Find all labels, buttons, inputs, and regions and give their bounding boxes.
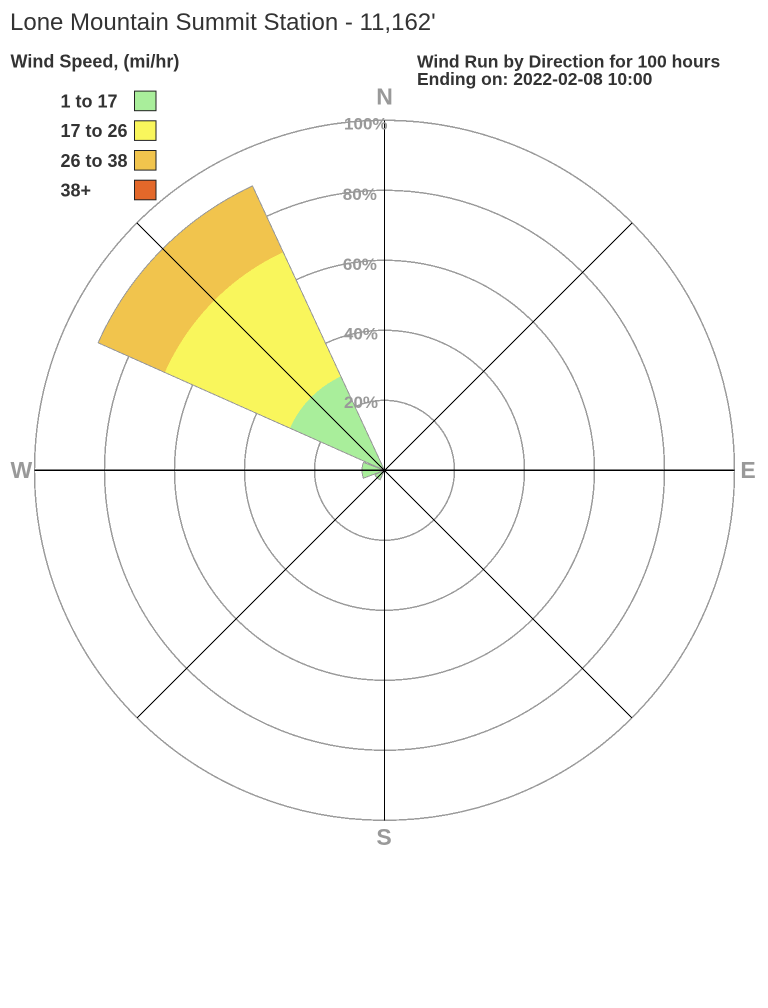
svg-text:Wind Speed, (mi/hr): Wind Speed, (mi/hr)	[11, 52, 180, 72]
svg-text:100%: 100%	[344, 115, 387, 134]
svg-text:Ending on: 2022-02-08 10:00: Ending on: 2022-02-08 10:00	[417, 69, 653, 89]
svg-text:17 to 26: 17 to 26	[61, 121, 128, 141]
svg-text:40%: 40%	[344, 325, 378, 344]
svg-text:S: S	[376, 824, 391, 850]
svg-text:26 to 38: 26 to 38	[61, 151, 128, 171]
svg-text:80%: 80%	[343, 185, 377, 204]
svg-text:60%: 60%	[343, 255, 377, 274]
svg-text:Wind Run by Direction for 100: Wind Run by Direction for 100 hours	[417, 52, 720, 72]
svg-text:20%: 20%	[344, 393, 378, 412]
svg-text:E: E	[740, 457, 755, 483]
svg-text:N: N	[376, 84, 393, 110]
svg-text:Lone Mountain Summit Station -: Lone Mountain Summit Station - 11,162'	[10, 9, 436, 36]
svg-text:38+: 38+	[61, 181, 92, 201]
svg-text:W: W	[11, 457, 33, 483]
svg-text:1 to 17: 1 to 17	[61, 92, 118, 112]
